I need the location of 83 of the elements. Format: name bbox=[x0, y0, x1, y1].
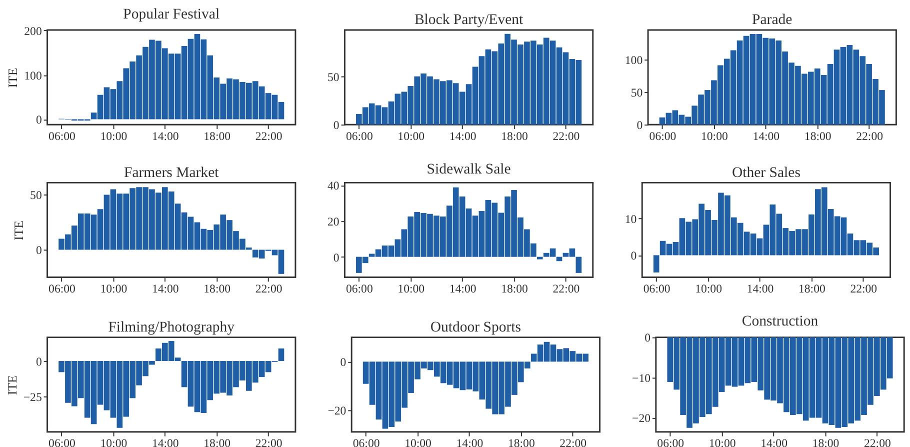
chart-title: Construction bbox=[742, 313, 819, 330]
x-tick-label: 18:00 bbox=[508, 436, 535, 447]
x-tick-label: 10:00 bbox=[695, 282, 722, 296]
x-tick-label: 18:00 bbox=[204, 436, 231, 447]
chart-title: Sidewalk Sale bbox=[426, 161, 512, 178]
x-tick-label: 14:00 bbox=[456, 436, 484, 447]
y-tick-label: 40 bbox=[327, 178, 340, 193]
y-tick-label: 0 bbox=[636, 118, 643, 132]
y-tick-label: 50 bbox=[30, 188, 42, 202]
x-tick-label: 22:00 bbox=[255, 128, 282, 143]
x-tick-label: 10:00 bbox=[404, 436, 432, 447]
y-tick-label: 0 bbox=[333, 118, 340, 132]
x-tick-label: 06:00 bbox=[649, 128, 676, 143]
x-tick-label: 18:00 bbox=[501, 282, 528, 296]
x-tick-label: 10:00 bbox=[100, 282, 128, 296]
x-tick-label: 10:00 bbox=[398, 282, 425, 296]
chart-title: Outdoor Sports bbox=[430, 319, 522, 336]
x-tick-label: 06:00 bbox=[48, 128, 76, 143]
bar bbox=[653, 255, 660, 272]
bar bbox=[278, 348, 284, 362]
x-tick-label: 06:00 bbox=[352, 436, 380, 447]
x-tick-label: 22:00 bbox=[255, 282, 282, 296]
y-tick-label: 100 bbox=[24, 68, 42, 82]
y-tick-label: 0 bbox=[644, 330, 651, 345]
x-tick-label: 18:00 bbox=[501, 128, 528, 143]
x-tick-label: 18:00 bbox=[804, 128, 832, 143]
x-tick-label: 18:00 bbox=[798, 282, 826, 296]
y-tick-label: −20 bbox=[328, 403, 346, 418]
y-tick-label: 0 bbox=[36, 354, 42, 368]
x-tick-label: 10:00 bbox=[100, 436, 128, 447]
y-tick-label: −10 bbox=[632, 370, 651, 385]
x-tick-label: 14:00 bbox=[746, 282, 774, 296]
chart-title: Filming/Photography bbox=[108, 319, 236, 336]
x-tick-label: 10:00 bbox=[100, 128, 128, 143]
x-tick-label: 18:00 bbox=[204, 282, 231, 296]
chart-title: Popular Festival bbox=[123, 6, 220, 23]
y-tick-label: 100 bbox=[624, 52, 643, 67]
y-tick-label: 20 bbox=[327, 214, 340, 228]
y-axis-title: ITE bbox=[12, 220, 26, 240]
x-tick-label: 14:00 bbox=[449, 282, 476, 296]
y-tick-label: 10 bbox=[624, 212, 637, 226]
y-tick-label: −25 bbox=[23, 390, 42, 404]
x-tick-label: 14:00 bbox=[152, 282, 179, 296]
x-tick-label: 22:00 bbox=[552, 282, 580, 296]
x-tick-label: 06:00 bbox=[346, 128, 373, 143]
x-tick-label: 22:00 bbox=[552, 128, 580, 143]
x-tick-label: 10:00 bbox=[708, 436, 736, 447]
x-tick-label: 14:00 bbox=[760, 436, 788, 447]
x-tick-label: 22:00 bbox=[864, 436, 891, 447]
y-axis-title: ITE bbox=[6, 68, 20, 88]
chart-title: Parade bbox=[752, 12, 793, 28]
chart-title: Block Party/Event bbox=[414, 12, 524, 28]
chart-title: Farmers Market bbox=[124, 164, 220, 181]
y-tick-label: 50 bbox=[630, 85, 643, 100]
y-tick-label: 0 bbox=[36, 112, 42, 127]
x-tick-label: 14:00 bbox=[752, 128, 780, 143]
y-axis-title: ITE bbox=[5, 374, 20, 396]
x-tick-label: 22:00 bbox=[856, 128, 884, 143]
y-tick-label: −20 bbox=[632, 411, 651, 426]
y-tick-label: 200 bbox=[24, 24, 42, 38]
x-tick-label: 14:00 bbox=[152, 128, 179, 143]
x-tick-label: 10:00 bbox=[701, 128, 728, 143]
x-tick-label: 22:00 bbox=[850, 282, 878, 296]
y-tick-label: 0 bbox=[36, 243, 42, 258]
x-tick-label: 06:00 bbox=[346, 282, 373, 296]
x-tick-label: 06:00 bbox=[48, 436, 76, 447]
y-tick-label: 0 bbox=[340, 355, 346, 370]
x-tick-label: 06:00 bbox=[48, 282, 76, 296]
bar bbox=[536, 256, 543, 260]
y-tick-label: 50 bbox=[327, 70, 340, 84]
y-tick-label: 0 bbox=[630, 248, 637, 263]
x-tick-label: 14:00 bbox=[152, 436, 179, 447]
x-tick-label: 22:00 bbox=[255, 436, 282, 447]
x-tick-label: 10:00 bbox=[398, 128, 425, 143]
chart-title: Other Sales bbox=[732, 164, 801, 181]
x-tick-label: 22:00 bbox=[560, 436, 587, 447]
x-tick-label: 06:00 bbox=[657, 436, 684, 447]
x-tick-label: 18:00 bbox=[812, 436, 840, 447]
bar bbox=[576, 256, 582, 273]
x-tick-label: 18:00 bbox=[204, 128, 231, 143]
x-tick-label: 06:00 bbox=[643, 282, 670, 296]
x-tick-label: 14:00 bbox=[449, 128, 476, 143]
y-tick-label: 0 bbox=[333, 250, 340, 264]
